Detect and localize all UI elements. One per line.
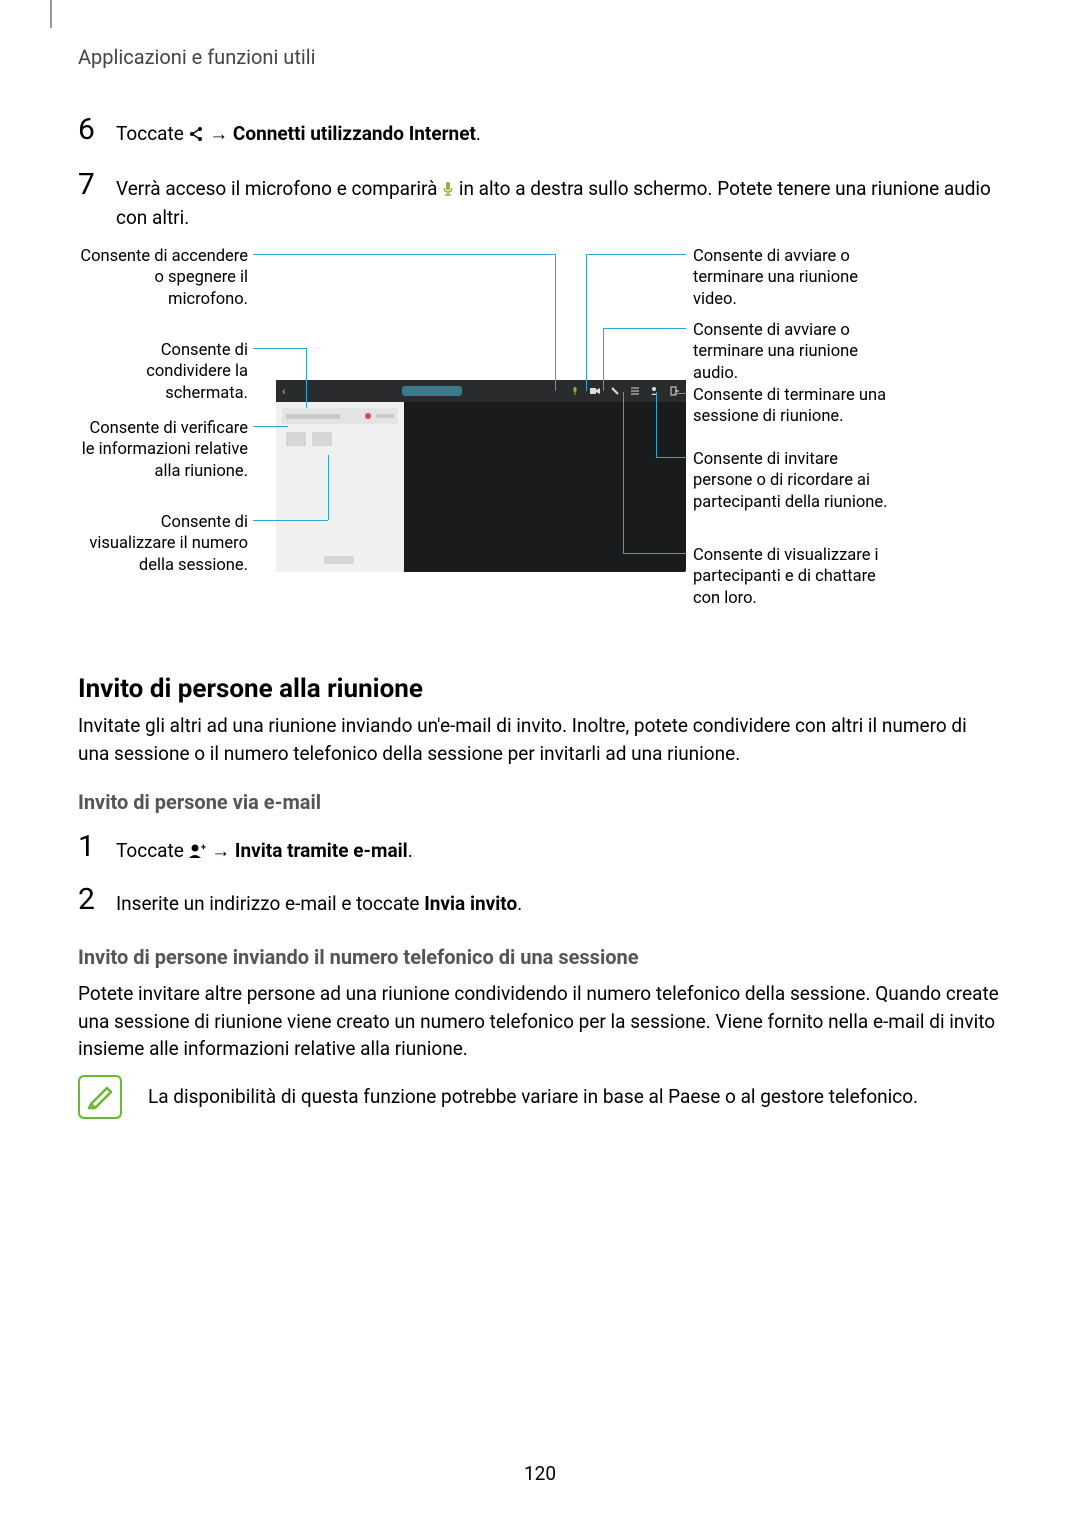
section-title: Invito di persone alla riunione (78, 674, 423, 704)
mock-topbar: ‹ (276, 380, 686, 402)
bold-text: Invia invito (424, 892, 517, 915)
mic-icon (570, 386, 580, 396)
page-header: Applicazioni e funzioni utili (78, 45, 315, 69)
callout-left-share: Consente di condividere la schermata. (78, 340, 248, 404)
leader-line (253, 520, 328, 521)
step-7: 7 Verrà acceso il microfono e comparirà … (78, 170, 1002, 231)
share-icon (188, 123, 204, 150)
callout-right-participants: Consente di visualizzare i partecipanti … (693, 545, 883, 609)
person-add-icon (650, 386, 660, 396)
microphone-icon (442, 178, 454, 205)
text: → (204, 122, 232, 145)
bold-text: Invita tramite e-mail (235, 839, 408, 862)
sub1-step-2: 2 Inserite un indirizzo e-mail e toccate… (78, 885, 1002, 918)
leader-line (253, 426, 288, 427)
phone-icon (610, 386, 620, 396)
step-text: Toccate → Connetti utilizzando Internet. (116, 115, 481, 150)
step-text: Verrà acceso il microfono e comparirà in… (116, 170, 1002, 231)
video-icon (590, 386, 600, 396)
text: → (206, 839, 234, 862)
leader-line (586, 254, 686, 255)
section-body: Invitate gli altri ad una riunione invia… (78, 712, 1002, 767)
callout-right-end: Consente di terminare una sessione di ri… (693, 385, 893, 428)
mock-sidebar (276, 402, 404, 572)
step-text: Toccate + → Invita tramite e-mail. (116, 832, 413, 867)
step-number: 7 (78, 170, 102, 200)
page-number: 120 (0, 1462, 1080, 1485)
note-box: La disponibilità di questa funzione potr… (78, 1075, 1002, 1119)
leader-line (623, 553, 686, 554)
leader-line (623, 392, 624, 553)
step-6: 6 Toccate → Connetti utilizzando Interne… (78, 115, 1002, 150)
text: . (517, 892, 522, 915)
page-border-decoration (50, 0, 52, 28)
note-icon (78, 1075, 122, 1119)
person-add-icon: + (188, 840, 206, 867)
step-number: 1 (78, 832, 102, 862)
text: Verrà acceso il microfono e comparirà (116, 177, 442, 200)
leader-line (656, 392, 657, 457)
list-icon (630, 386, 640, 396)
subsection-title: Invito di persone via e-mail (78, 790, 321, 814)
leader-line (253, 348, 306, 349)
leader-line (603, 328, 604, 391)
leader-line (674, 393, 686, 394)
text: Inserite un indirizzo e-mail e toccate (116, 892, 424, 915)
callout-right-video: Consente di avviare o terminare una riun… (693, 246, 883, 310)
annotated-screenshot-diagram: Consente di accendere o spegnere il micr… (78, 240, 1020, 635)
leader-line (328, 455, 329, 520)
mock-row (286, 432, 394, 446)
exit-icon (670, 386, 680, 396)
step-number: 6 (78, 115, 102, 145)
callout-left-info: Consente di verificare le informazioni r… (78, 418, 248, 482)
text: . (408, 839, 413, 862)
mock-dot (365, 413, 371, 419)
leader-line (253, 254, 555, 255)
mock-label (376, 414, 394, 418)
leader-line (306, 348, 307, 408)
callout-left-session: Consente di visualizzare il numero della… (78, 512, 248, 576)
subsection-body: Potete invitare altre persone ad una riu… (78, 980, 1002, 1063)
leader-line (656, 457, 686, 458)
mock-title-pill (402, 386, 462, 396)
callout-left-mic: Consente di accendere o spegnere il micr… (78, 246, 248, 310)
leader-line (586, 254, 587, 391)
leader-line (555, 254, 556, 391)
mock-footer (324, 556, 354, 564)
sub1-step-1: 1 Toccate + → Invita tramite e-mail. (78, 832, 1002, 867)
mock-label (286, 414, 340, 419)
chevron-left-icon: ‹ (282, 385, 294, 397)
note-text: La disponibilità di questa funzione potr… (148, 1083, 918, 1111)
step-text: Inserite un indirizzo e-mail e toccate I… (116, 885, 522, 918)
callout-right-invite: Consente di invitare persone o di ricord… (693, 449, 893, 513)
mock-thumb (312, 432, 332, 446)
bold-text: Connetti utilizzando Internet (233, 122, 476, 145)
text: . (476, 122, 481, 145)
screenshot-mock: ‹ (276, 380, 686, 572)
callout-right-audio: Consente di avviare o terminare una riun… (693, 320, 883, 384)
mock-thumb (286, 432, 306, 446)
leader-line (603, 328, 686, 329)
text: Toccate (116, 122, 188, 145)
text: Toccate (116, 839, 188, 862)
mock-row (282, 408, 398, 424)
subsection-title: Invito di persone inviando il numero tel… (78, 945, 639, 969)
step-number: 2 (78, 885, 102, 915)
